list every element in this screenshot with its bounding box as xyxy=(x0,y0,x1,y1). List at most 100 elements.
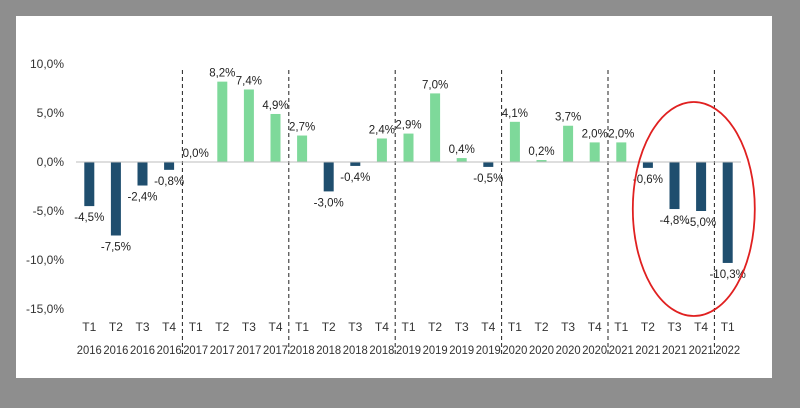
data-label: -5,0% xyxy=(686,217,716,229)
category-quarter-label: T1 xyxy=(295,320,309,334)
category-quarter-label: T1 xyxy=(82,320,96,334)
category-quarter-label: T4 xyxy=(481,320,495,334)
bar xyxy=(642,162,653,168)
category-year-label: 2021 xyxy=(635,343,660,357)
bar xyxy=(669,162,680,210)
data-label: 7,0% xyxy=(422,79,448,91)
category-quarter-label: T2 xyxy=(322,320,336,334)
category-year-label: 2016 xyxy=(103,343,128,357)
data-label: 2,9% xyxy=(395,120,421,132)
y-tick-label: 10,0% xyxy=(30,57,64,71)
data-label: 0,0% xyxy=(183,148,209,160)
data-label: -4,5% xyxy=(74,212,104,224)
data-label: 2,7% xyxy=(289,122,315,134)
data-label: 2,0% xyxy=(608,128,634,140)
category-quarter-label: T4 xyxy=(375,320,389,334)
data-label: -0,8% xyxy=(154,176,184,188)
category-quarter-label: T3 xyxy=(667,320,681,334)
bar xyxy=(270,113,281,162)
category-quarter-label: T3 xyxy=(135,320,149,334)
bar xyxy=(376,138,387,162)
data-label: -4,8% xyxy=(659,215,689,227)
bar xyxy=(456,158,467,162)
bar xyxy=(137,162,148,186)
data-label: 4,9% xyxy=(262,100,288,112)
chart-panel xyxy=(16,16,772,378)
category-quarter-label: T1 xyxy=(401,320,415,334)
category-quarter-label: T3 xyxy=(455,320,469,334)
category-quarter-label: T1 xyxy=(614,320,628,334)
data-label: -0,6% xyxy=(633,174,663,186)
y-axis-tick-labels: 10,0% 5,0% 0,0% -5,0% -10,0% -15,0% xyxy=(26,57,64,316)
year-dividers xyxy=(181,70,715,356)
category-year-label: 2020 xyxy=(556,343,581,357)
category-year-label: 2021 xyxy=(609,343,634,357)
bar xyxy=(84,162,95,207)
category-year-label: 2018 xyxy=(290,343,315,357)
bar xyxy=(323,162,334,192)
category-year-label: 2018 xyxy=(369,343,394,357)
category-year-label: 2016 xyxy=(130,343,155,357)
data-label: 3,7% xyxy=(555,112,581,124)
bar xyxy=(217,81,228,162)
category-year-label: 2021 xyxy=(689,343,714,357)
category-year-label: 2019 xyxy=(449,343,474,357)
category-year-label: 2016 xyxy=(77,343,102,357)
category-year-label: 2019 xyxy=(396,343,421,357)
category-year-label: 2017 xyxy=(236,343,261,357)
category-quarter-label: T3 xyxy=(242,320,256,334)
category-year-label: 2017 xyxy=(183,343,208,357)
data-label: 2,0% xyxy=(582,128,608,140)
category-year-label: 2021 xyxy=(662,343,687,357)
category-quarter-label: T1 xyxy=(189,320,203,334)
category-year-label: 2019 xyxy=(476,343,501,357)
category-year-label: 2020 xyxy=(529,343,554,357)
category-quarter-label: T4 xyxy=(268,320,282,334)
category-year-label: 2019 xyxy=(423,343,448,357)
category-quarter-label: T2 xyxy=(641,320,655,334)
y-tick-label: -15,0% xyxy=(26,302,64,316)
category-year-label: 2020 xyxy=(582,343,607,357)
category-quarter-label: T4 xyxy=(162,320,176,334)
bar xyxy=(483,162,494,167)
highlight-circle xyxy=(631,101,756,317)
bar xyxy=(589,142,600,162)
category-year-label: 2017 xyxy=(210,343,235,357)
bar xyxy=(536,160,547,162)
data-label: -7,5% xyxy=(101,242,131,254)
bar xyxy=(616,142,627,162)
category-quarter-label: T2 xyxy=(428,320,442,334)
bar xyxy=(297,135,308,162)
category-year-label: 2018 xyxy=(343,343,368,357)
bar xyxy=(403,133,414,162)
data-label: -0,4% xyxy=(340,172,370,184)
category-quarter-label: T2 xyxy=(109,320,123,334)
category-quarter-label: T1 xyxy=(508,320,522,334)
data-labels: -4,5% -7,5% -2,4% -0,8% 0,0% 8,2%7,4% 4,9%2,7%… xyxy=(74,68,746,281)
category-year-label: 2022 xyxy=(715,343,740,357)
data-label: 2,4% xyxy=(369,124,395,136)
bar xyxy=(722,162,733,263)
y-tick-label: -5,0% xyxy=(33,204,65,218)
category-year-label: 2017 xyxy=(263,343,288,357)
category-quarter-label: T1 xyxy=(721,320,735,334)
bars xyxy=(84,81,733,263)
category-quarter-label: T3 xyxy=(348,320,362,334)
category-year-label: 2020 xyxy=(502,343,527,357)
category-year-label: 2016 xyxy=(157,343,182,357)
data-label: 0,2% xyxy=(528,146,554,158)
bar xyxy=(696,162,707,211)
y-tick-label: -10,0% xyxy=(26,253,64,267)
bar xyxy=(164,162,175,170)
category-labels: T1 2016 T2 2016 T3 2016 T4 2016 T1 2017 T2 2017 T3 20… xyxy=(77,320,741,357)
data-label: -10,3% xyxy=(709,269,745,281)
bar xyxy=(563,125,574,162)
y-tick-label: 0,0% xyxy=(37,155,65,169)
data-label: 8,2% xyxy=(209,68,235,80)
bar xyxy=(509,121,520,162)
data-label: 7,4% xyxy=(236,75,262,87)
category-quarter-label: T3 xyxy=(561,320,575,334)
data-label: -3,0% xyxy=(314,197,344,209)
